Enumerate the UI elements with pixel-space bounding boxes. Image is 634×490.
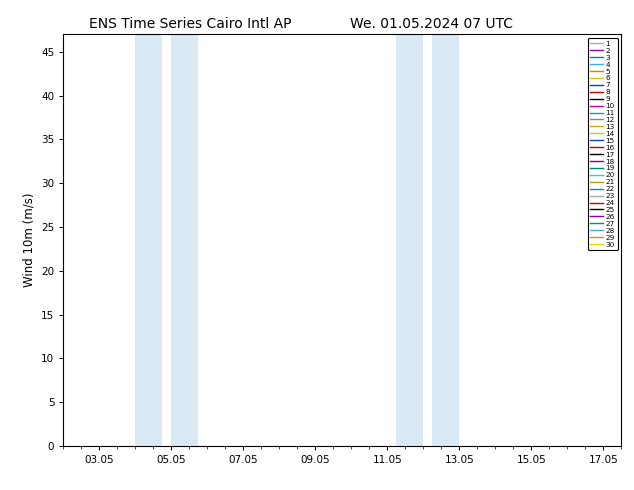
- Y-axis label: Wind 10m (m/s): Wind 10m (m/s): [23, 193, 36, 287]
- Bar: [171, 34, 198, 446]
- Legend: 1, 2, 3, 4, 5, 6, 7, 8, 9, 10, 11, 12, 13, 14, 15, 16, 17, 18, 19, 20, 21, 22, 2: 1, 2, 3, 4, 5, 6, 7, 8, 9, 10, 11, 12, 1…: [588, 38, 618, 250]
- Text: ENS Time Series Cairo Intl AP: ENS Time Series Cairo Intl AP: [89, 17, 292, 31]
- Bar: [136, 34, 162, 446]
- Text: We. 01.05.2024 07 UTC: We. 01.05.2024 07 UTC: [349, 17, 513, 31]
- Bar: [432, 34, 460, 446]
- Bar: [396, 34, 424, 446]
